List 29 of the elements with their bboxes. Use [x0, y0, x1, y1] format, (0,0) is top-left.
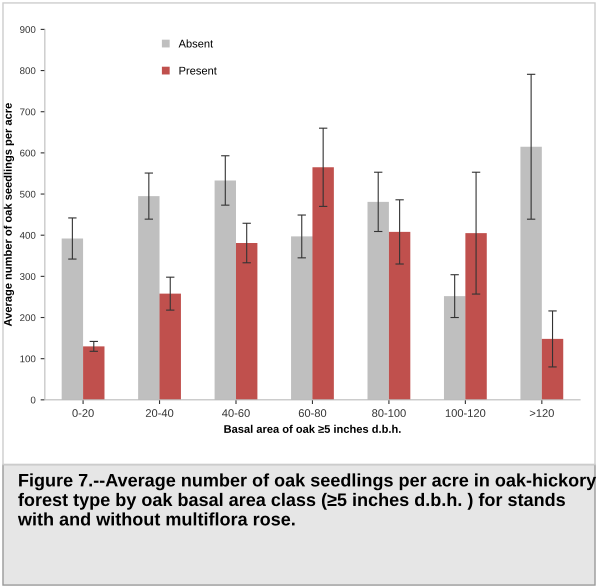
x-tick-label: 80-100: [372, 409, 406, 418]
y-tick-label: 600: [20, 150, 36, 156]
y-tick-label: 400: [20, 232, 36, 239]
y-tick-label: 0: [30, 396, 36, 404]
y-axis-title: Average number of oak seedlings per acre: [4, 103, 14, 326]
bar: [236, 243, 258, 400]
caption: Figure 7.--Average number of oak seedlings per acre in oak-hickory forest type by oak basal area class (≥5 inches d.b.h. ) for stands with and without multiflora rose.: [18, 473, 596, 526]
bar: [160, 294, 181, 400]
y-tick-label: 200: [20, 314, 36, 322]
y-tick-label: 300: [20, 273, 36, 280]
x-tick-label: 100-120: [446, 409, 486, 418]
y-tick-label: 100: [20, 355, 36, 362]
legend-label: Absent: [178, 39, 214, 48]
bar: [83, 346, 104, 400]
bar: [312, 167, 334, 400]
bar: [465, 233, 487, 400]
x-tick-label: >120: [530, 409, 554, 418]
x-tick-label: 20-40: [146, 409, 174, 418]
bar: [542, 338, 564, 400]
y-tick-label: 700: [20, 108, 36, 116]
x-axis-title: Basal area of oak ≥5 inches d.b.h.: [224, 424, 401, 433]
x-tick-label: 0-20: [72, 409, 94, 418]
y-tick-label: 500: [20, 190, 36, 198]
y-tick-label: 900: [20, 26, 36, 34]
legend-label: Present: [179, 66, 217, 75]
y-tick-label: 800: [20, 67, 36, 74]
x-tick-label: 60-80: [298, 409, 326, 418]
bar: [388, 232, 410, 400]
x-tick-label: 40-60: [222, 409, 250, 418]
